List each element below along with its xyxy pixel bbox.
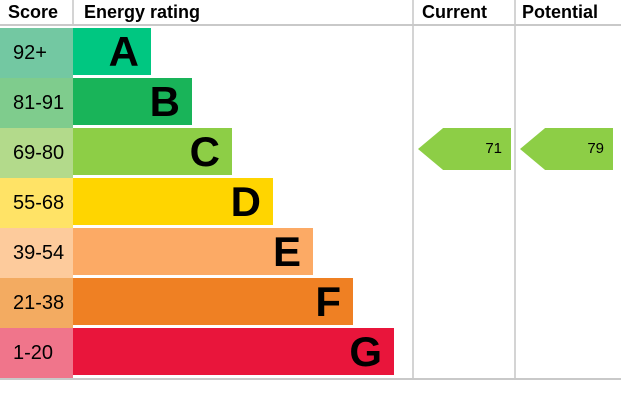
score-range-g: 1-20 <box>0 328 73 378</box>
header-underline <box>0 24 621 26</box>
score-range-c: 69-80 <box>0 128 73 178</box>
band-bar-b: B <box>73 78 192 125</box>
score-range-a: 92+ <box>0 28 73 78</box>
score-range-d: 55-68 <box>0 178 73 228</box>
score-header-divider <box>72 0 74 25</box>
potential-rating-value: 79 <box>587 140 604 157</box>
current-rating-arrow: 71 <box>418 128 511 170</box>
band-bar-c: C <box>73 128 232 175</box>
score-range-f: 21-38 <box>0 278 73 328</box>
score-range-b: 81-91 <box>0 78 73 128</box>
potential-column-header: Potential <box>522 2 599 22</box>
potential-column-divider <box>514 0 516 378</box>
current-rating-value: 71 <box>485 140 502 157</box>
band-bar-g: G <box>73 328 394 375</box>
score-range-e: 39-54 <box>0 228 73 278</box>
energy-rating-column-header: Energy rating <box>84 2 201 22</box>
band-bar-d: D <box>73 178 273 225</box>
current-column-divider <box>412 0 414 378</box>
band-bar-a: A <box>73 28 151 75</box>
current-column-header: Current <box>422 2 488 22</box>
potential-rating-arrow: 79 <box>520 128 613 170</box>
score-column-header: Score <box>8 2 59 22</box>
band-bar-f: F <box>73 278 353 325</box>
band-bar-e: E <box>73 228 313 275</box>
chart-bottom-border <box>0 378 621 380</box>
